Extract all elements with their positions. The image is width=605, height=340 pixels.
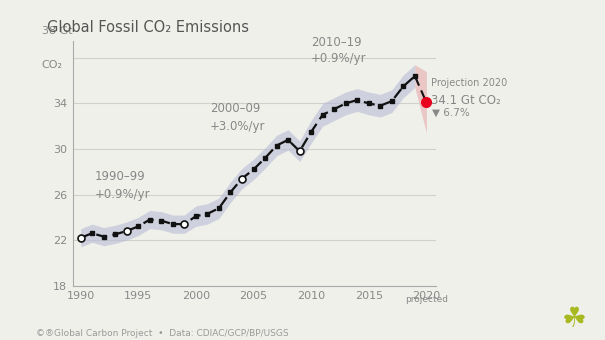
Text: CO₂: CO₂ — [42, 60, 63, 70]
Text: Projection 2020: Projection 2020 — [431, 78, 507, 88]
Text: 2000–09: 2000–09 — [210, 102, 260, 115]
Text: 38 Gt: 38 Gt — [42, 26, 73, 36]
Text: ▼ 6.7%: ▼ 6.7% — [431, 107, 469, 118]
Text: 1990–99: 1990–99 — [94, 170, 145, 183]
Text: ☘: ☘ — [562, 305, 587, 333]
Text: +3.0%/yr: +3.0%/yr — [210, 120, 265, 133]
Text: +0.9%/yr: +0.9%/yr — [94, 188, 150, 201]
Text: 2010–19: 2010–19 — [311, 36, 362, 49]
Text: projected: projected — [405, 295, 448, 304]
Text: Global Fossil CO₂ Emissions: Global Fossil CO₂ Emissions — [47, 20, 249, 35]
Text: 34.1 Gt CO₂: 34.1 Gt CO₂ — [431, 94, 501, 106]
Text: +0.9%/yr: +0.9%/yr — [311, 52, 367, 65]
Text: ©®Global Carbon Project  •  Data: CDIAC/GCP/BP/USGS: ©®Global Carbon Project • Data: CDIAC/GC… — [36, 329, 289, 338]
